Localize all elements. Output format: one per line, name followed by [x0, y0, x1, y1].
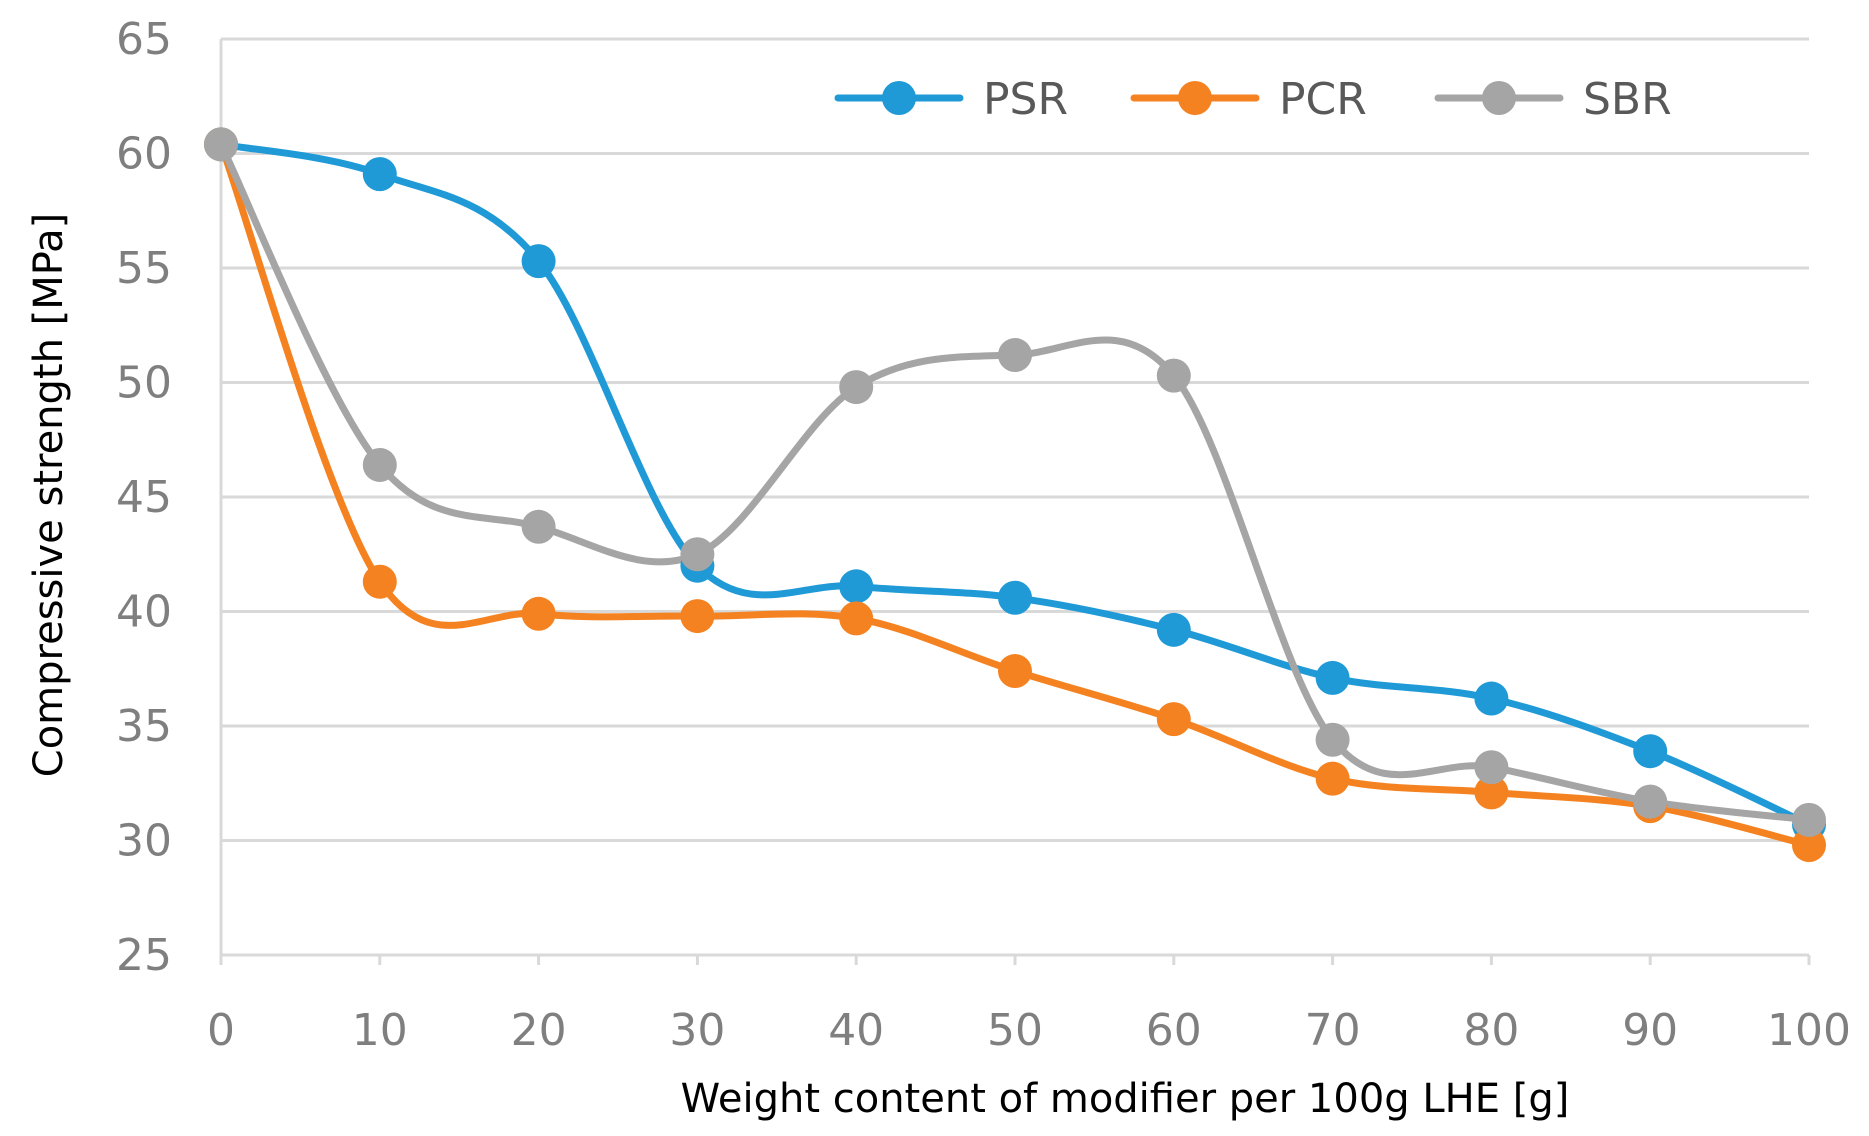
legend-label-psr: PSR: [983, 74, 1068, 125]
y-tick-label-35: 35: [116, 701, 172, 752]
x-tick-label-90: 90: [1622, 1005, 1678, 1056]
y-tick-label-30: 30: [116, 816, 172, 867]
x-tick-label-60: 60: [1146, 1005, 1202, 1056]
point-psr-20: [521, 244, 556, 279]
x-tick-label-50: 50: [987, 1005, 1043, 1056]
point-pcr-40: [839, 601, 874, 636]
y-tick-label-40: 40: [116, 587, 172, 638]
x-tick-label-0: 0: [207, 1005, 235, 1056]
point-sbr-50: [998, 338, 1032, 373]
point-pcr-20: [521, 596, 556, 631]
y-tick-label-50: 50: [116, 358, 172, 409]
x-tick-label-80: 80: [1463, 1005, 1519, 1056]
series-line-psr: [217, 140, 1813, 828]
x-tick-label-10: 10: [352, 1005, 408, 1056]
legend-label-pcr: PCR: [1279, 74, 1367, 125]
point-sbr-100: [1792, 802, 1826, 837]
legend-marker-psr: [882, 81, 916, 115]
legend: PSR PCR SBR: [834, 74, 1672, 125]
legend-marker-sbr: [1482, 81, 1516, 115]
point-psr-70: [1315, 660, 1350, 695]
point-pcr-60: [1156, 702, 1191, 737]
x-tick-label-40: 40: [828, 1005, 884, 1056]
x-tick-label-100: 100: [1767, 1005, 1851, 1056]
point-pcr-80: [1474, 775, 1509, 810]
series-markers: [204, 127, 1826, 863]
point-psr-40: [839, 569, 874, 604]
point-psr-80: [1474, 681, 1509, 716]
point-pcr-100: [1792, 828, 1826, 863]
y-tick-labels: 25 30 35 40 45 50 55 60 65: [116, 14, 172, 981]
x-tick-labels: 0 10 20 30 40 50 60 70 80 90 100: [207, 1005, 1851, 1056]
y-tick-label-25: 25: [116, 930, 172, 981]
y-tick-label-65: 65: [116, 14, 172, 65]
y-tick-label-55: 55: [116, 243, 172, 294]
x-tick-label-20: 20: [511, 1005, 567, 1056]
point-sbr-40: [839, 370, 874, 405]
x-tick-label-70: 70: [1305, 1005, 1361, 1056]
point-pcr-50: [998, 654, 1032, 689]
series-lines: [217, 140, 1813, 849]
point-sbr-0: [204, 127, 238, 162]
legend-marker-pcr: [1178, 81, 1212, 115]
point-sbr-60: [1156, 358, 1191, 393]
point-sbr-20: [521, 509, 556, 544]
point-sbr-10: [362, 447, 397, 482]
point-sbr-80: [1474, 750, 1509, 785]
series-line-pcr: [217, 140, 1813, 849]
y-axis-title: Compressive strength [MPa]: [26, 213, 72, 777]
point-pcr-70: [1315, 761, 1350, 796]
x-tick-label-30: 30: [669, 1005, 725, 1056]
point-psr-90: [1633, 734, 1668, 769]
point-sbr-70: [1315, 722, 1350, 757]
point-psr-50: [998, 580, 1032, 615]
axes: [219, 39, 1811, 965]
point-pcr-30: [680, 599, 715, 634]
point-psr-10: [362, 157, 397, 192]
point-psr-60: [1156, 612, 1191, 647]
y-tick-label-60: 60: [116, 129, 172, 180]
legend-label-sbr: SBR: [1583, 74, 1672, 125]
point-sbr-30: [680, 537, 715, 572]
x-axis-title: Weight content of modifier per 100g LHE …: [681, 1076, 1570, 1122]
y-tick-label-45: 45: [116, 472, 172, 523]
point-pcr-10: [362, 564, 397, 599]
point-sbr-90: [1633, 784, 1668, 819]
